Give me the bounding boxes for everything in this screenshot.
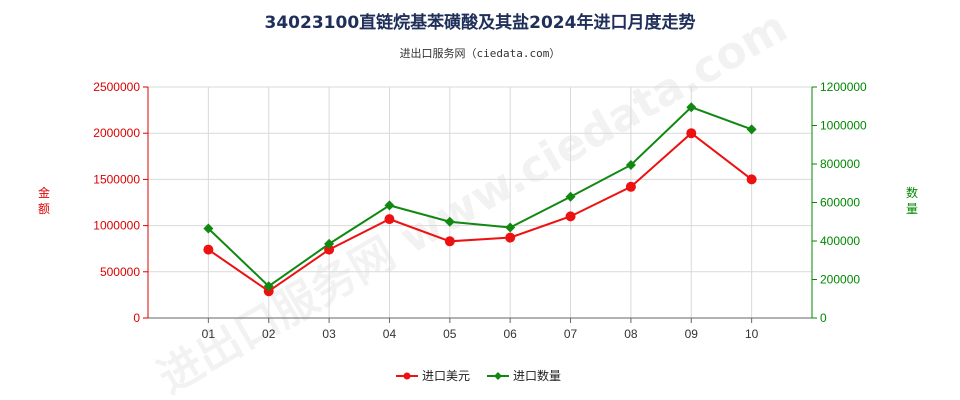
data-point-1 <box>203 244 214 255</box>
y-right-axis-label: 数量 <box>906 185 918 216</box>
x-tick-label: 07 <box>564 327 578 341</box>
x-tick-label: 10 <box>745 327 759 341</box>
legend-label-2: 进口数量 <box>513 368 561 383</box>
y-left-tick-label: 2000000 <box>93 126 140 140</box>
data-point-1 <box>746 174 757 185</box>
chart-title: 34023100直链烷基苯磺酸及其盐2024年进口月度走势 <box>264 13 696 33</box>
series-line-2 <box>207 106 752 288</box>
data-point-2 <box>384 200 395 211</box>
data-point-2 <box>565 191 576 202</box>
data-point-1 <box>444 236 455 247</box>
y-right-tick-label: 600000 <box>820 196 860 210</box>
x-tick-label: 03 <box>322 327 336 341</box>
legend-label-1: 进口美元 <box>422 369 470 383</box>
y-left-axis-label: 金额 <box>38 185 50 216</box>
y-right-tick-label: 400000 <box>820 234 860 248</box>
x-tick-label: 01 <box>202 327 216 341</box>
x-tick-label: 02 <box>262 327 276 341</box>
data-point-1 <box>625 181 636 192</box>
data-point-2 <box>686 102 697 113</box>
y-left-tick-label: 1500000 <box>93 172 140 186</box>
data-point-2 <box>203 223 214 234</box>
watermark: 进出口服务网 www.ciedata.com <box>150 1 796 400</box>
x-tick-label: 09 <box>685 327 699 341</box>
series-line-1 <box>207 131 753 293</box>
data-point-1 <box>686 128 697 139</box>
x-tick-label: 04 <box>383 327 397 341</box>
y-right-tick-label: 200000 <box>820 273 860 287</box>
data-point-2 <box>746 124 757 135</box>
chart-subtitle: 进出口服务网（ciedata.com） <box>399 47 561 60</box>
data-point-2 <box>625 159 636 170</box>
data-point-2 <box>444 216 455 227</box>
y-left-tick-label: 500000 <box>100 265 140 279</box>
y-left-tick-label: 1000000 <box>93 219 140 233</box>
x-tick-label: 06 <box>504 327 518 341</box>
y-right-tick-label: 800000 <box>820 157 860 171</box>
data-point-2 <box>324 238 335 249</box>
data-point-1 <box>565 211 576 222</box>
y-right-tick-label: 0 <box>820 311 827 325</box>
x-tick-label: 08 <box>624 327 638 341</box>
y-left-tick-label: 0 <box>133 311 140 325</box>
data-point-2 <box>505 222 516 233</box>
data-point-1 <box>505 232 516 243</box>
data-point-2 <box>263 281 274 292</box>
y-right-tick-label: 1200000 <box>820 80 867 94</box>
legend-marker-2 <box>494 372 502 380</box>
data-point-1 <box>384 214 395 225</box>
data-point-1 <box>324 244 335 255</box>
legend-marker-1 <box>403 372 411 380</box>
y-right-tick-label: 1000000 <box>820 119 867 133</box>
x-tick-label: 05 <box>443 327 457 341</box>
y-left-tick-label: 2500000 <box>93 80 140 94</box>
